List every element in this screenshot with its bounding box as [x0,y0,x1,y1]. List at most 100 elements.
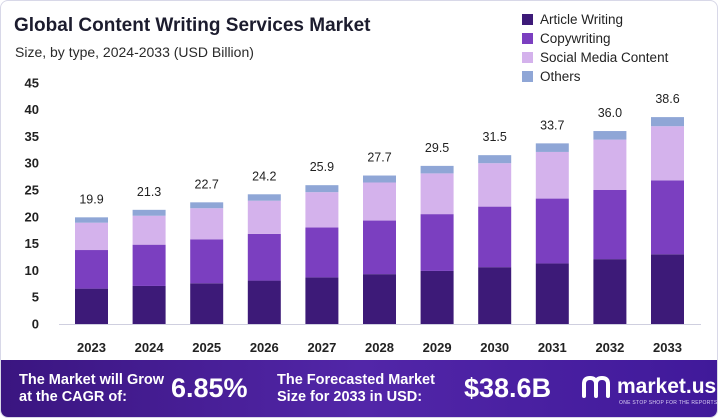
bar-segment-social-media-content [247,200,281,234]
bar-segment-copywriting [75,250,108,289]
bar-segment-others [190,202,224,209]
legend-item-article-writing: Article Writing [522,10,668,29]
x-tick-label: 2027 [307,340,336,355]
legend-label: Article Writing [540,12,624,27]
chart-legend: Article Writing Copywriting Social Media… [522,10,668,86]
cagr-text: The Market will Grow at the CAGR of: [19,372,165,405]
bar-segment-others [75,217,108,223]
total-data-label: 22.7 [195,177,219,191]
bar-segment-others [651,117,684,127]
bar-segment-others [420,165,454,174]
total-data-label: 29.5 [425,141,449,155]
footer-banner: The Market will Grow at the CAGR of: 6.8… [1,360,718,417]
chart-title: Global Content Writing Services Market [14,15,371,36]
x-tick-label: 2030 [480,340,509,355]
bar-segment-others [132,209,166,216]
forecast-text: The Forecasted Market Size for 2033 in U… [277,372,435,405]
y-tick-label: 30 [25,156,39,171]
bar-segment-others [305,185,339,193]
total-data-label: 31.5 [483,130,507,144]
bar-segment-others [535,143,569,152]
bar-segment-article-writing [478,267,512,324]
x-tick-label: 2028 [365,340,394,355]
bar-segment-social-media-content [75,222,108,251]
bar-segment-article-writing [363,274,396,324]
bar-segment-copywriting [651,180,684,255]
total-data-label: 25.9 [310,160,334,174]
bar-segment-article-writing [593,259,627,324]
y-tick-label: 10 [25,263,39,278]
x-tick-label: 2023 [77,340,106,355]
bar-segment-article-writing [247,280,281,324]
y-tick-label: 35 [25,129,39,144]
total-data-label: 33.7 [540,118,564,132]
stacked-bar-chart: 05101520253035404519.9202321.3202422.720… [25,75,701,355]
bar-segment-copywriting [247,233,281,281]
legend-item-copywriting: Copywriting [522,29,668,48]
bar-segment-others [363,175,396,183]
legend-label: Copywriting [540,31,611,46]
bar-segment-article-writing [190,283,224,324]
legend-item-others: Others [522,67,668,86]
brand-name: market.us [617,375,717,398]
legend-label: Social Media Content [540,50,669,65]
legend-swatch [522,14,533,25]
bar-segment-social-media-content [190,208,224,240]
bar-segment-social-media-content [363,182,396,221]
y-tick-label: 45 [25,75,39,90]
legend-item-social-media-content: Social Media Content [522,48,668,67]
market-us-logo-icon [582,375,610,398]
chart-subtitle: Size, by type, 2024-2033 (USD Billion) [15,44,254,60]
legend-swatch [522,33,533,44]
x-tick-label: 2029 [423,340,452,355]
legend-label: Others [540,69,581,84]
bar-segment-article-writing [651,254,684,324]
bar-segment-social-media-content [420,173,454,215]
bar-segment-social-media-content [593,139,627,190]
x-tick-label: 2032 [595,340,624,355]
legend-swatch [522,52,533,63]
x-tick-label: 2031 [538,340,567,355]
bar-segment-social-media-content [132,215,166,245]
bar-segment-copywriting [190,239,224,284]
bar-segment-social-media-content [478,163,512,207]
y-tick-label: 40 [25,102,39,117]
bar-segment-article-writing [420,270,454,324]
bar-segment-copywriting [535,198,569,264]
legend-swatch [522,71,533,82]
bar-segment-article-writing [305,277,339,324]
x-tick-label: 2033 [653,340,682,355]
bar-segment-social-media-content [535,151,569,199]
y-tick-label: 15 [25,236,39,251]
bar-segment-article-writing [75,288,108,324]
bar-segment-others [478,155,512,164]
bar-segment-copywriting [363,220,396,275]
bar-segment-article-writing [132,285,166,324]
total-data-label: 38.6 [655,92,679,106]
total-data-label: 24.2 [252,169,276,183]
y-tick-label: 5 [32,290,39,305]
cagr-value: 6.85% [171,373,248,403]
y-tick-label: 25 [25,183,39,198]
x-tick-label: 2024 [135,340,165,355]
forecast-value: $38.6B [464,373,552,403]
bar-segment-copywriting [305,227,339,278]
bar-segment-social-media-content [651,126,684,181]
bar-segment-copywriting [420,214,454,271]
bar-segment-social-media-content [305,192,339,228]
bar-segment-copywriting [593,190,627,260]
bar-segment-others [247,194,281,201]
brand-tagline: ONE STOP SHOP FOR THE REPORTS [619,400,718,406]
bar-segment-others [593,131,627,140]
bar-segment-article-writing [535,263,569,324]
total-data-label: 19.9 [79,192,103,206]
y-tick-label: 20 [25,209,39,224]
x-tick-label: 2025 [192,340,221,355]
total-data-label: 21.3 [137,185,161,199]
brand-logo: market.us [581,374,716,400]
y-tick-label: 0 [32,317,39,332]
bar-segment-copywriting [132,244,166,286]
bar-segment-copywriting [478,206,512,268]
total-data-label: 27.7 [367,151,391,165]
